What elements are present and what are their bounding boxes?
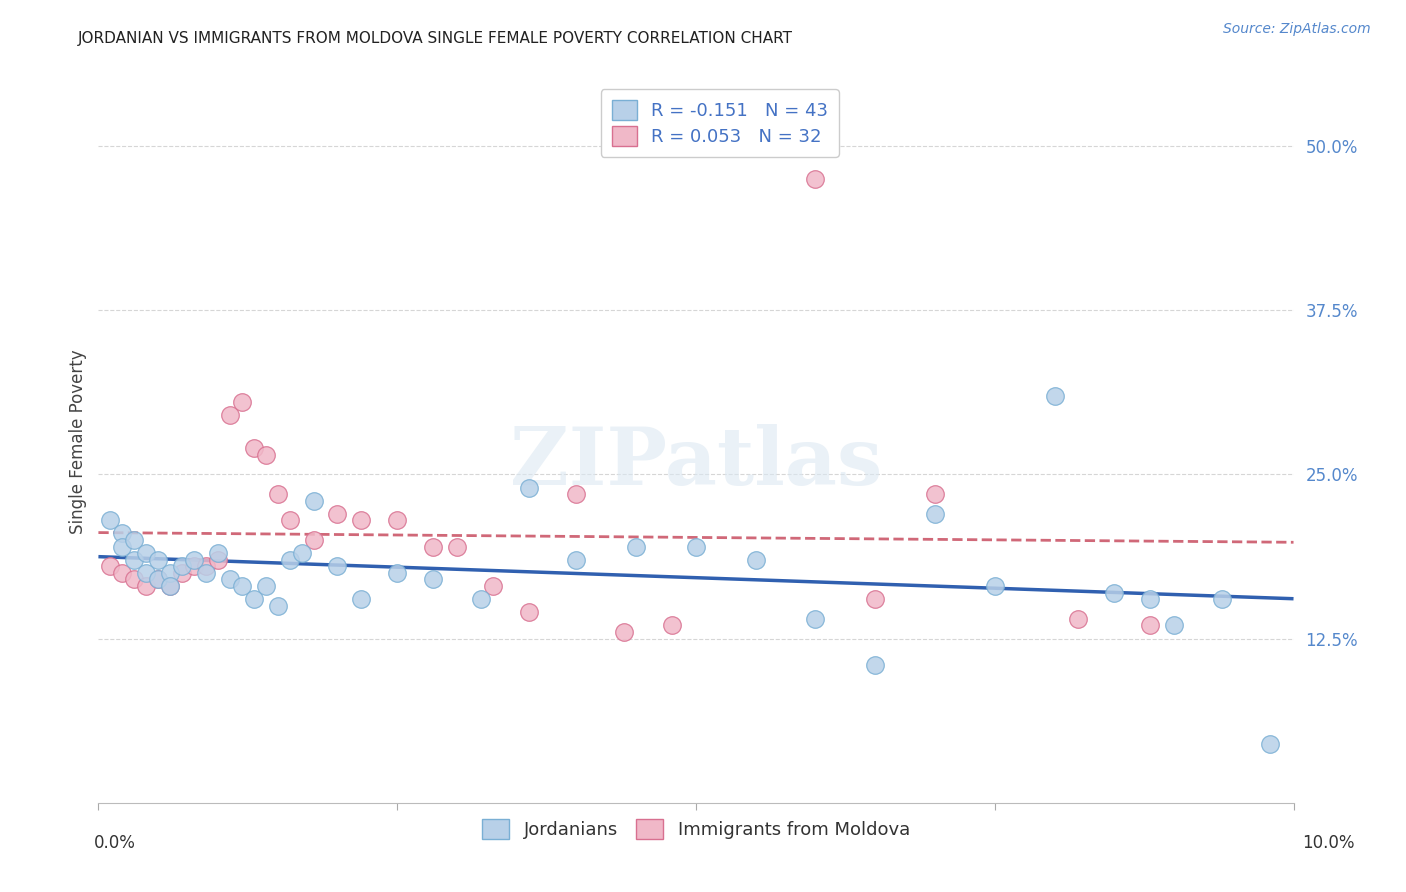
Text: Source: ZipAtlas.com: Source: ZipAtlas.com xyxy=(1223,22,1371,37)
Point xyxy=(124,553,146,567)
Point xyxy=(422,573,444,587)
Point xyxy=(111,566,134,580)
Point xyxy=(183,559,205,574)
Point xyxy=(661,618,683,632)
Point xyxy=(685,540,707,554)
Point xyxy=(1139,592,1161,607)
Point xyxy=(1104,585,1126,599)
Text: JORDANIAN VS IMMIGRANTS FROM MOLDOVA SINGLE FEMALE POVERTY CORRELATION CHART: JORDANIAN VS IMMIGRANTS FROM MOLDOVA SIN… xyxy=(77,31,793,46)
Point xyxy=(135,546,157,560)
Point xyxy=(148,573,170,587)
Point xyxy=(183,553,205,567)
Point xyxy=(291,546,314,560)
Point xyxy=(626,540,648,554)
Text: 0.0%: 0.0% xyxy=(94,834,136,852)
Point xyxy=(159,579,181,593)
Point xyxy=(745,553,768,567)
Point xyxy=(148,573,170,587)
Point xyxy=(254,448,277,462)
Point xyxy=(219,409,242,423)
Point xyxy=(267,599,290,613)
Text: 10.0%: 10.0% xyxy=(1302,834,1355,852)
Point xyxy=(98,513,122,527)
Point xyxy=(111,526,134,541)
Point xyxy=(195,559,218,574)
Point xyxy=(1043,388,1066,402)
Point xyxy=(613,625,636,640)
Point xyxy=(1139,618,1161,632)
Point xyxy=(1163,618,1185,632)
Point xyxy=(243,592,266,607)
Point xyxy=(1258,737,1281,751)
Point xyxy=(326,559,349,574)
Point xyxy=(302,533,325,547)
Text: ZIPatlas: ZIPatlas xyxy=(510,425,882,502)
Point xyxy=(159,579,181,593)
Legend: Jordanians, Immigrants from Moldova: Jordanians, Immigrants from Moldova xyxy=(474,810,918,848)
Point xyxy=(422,540,444,554)
Point xyxy=(517,481,540,495)
Point xyxy=(278,513,301,527)
Point xyxy=(172,566,194,580)
Point xyxy=(231,579,253,593)
Point xyxy=(231,395,253,409)
Point xyxy=(984,579,1007,593)
Point xyxy=(804,612,827,626)
Point xyxy=(865,657,887,672)
Point xyxy=(924,507,946,521)
Point xyxy=(254,579,277,593)
Point xyxy=(517,605,540,619)
Point xyxy=(243,441,266,455)
Point xyxy=(470,592,492,607)
Point xyxy=(350,592,373,607)
Point xyxy=(124,573,146,587)
Point xyxy=(172,559,194,574)
Point xyxy=(267,487,290,501)
Point xyxy=(159,566,181,580)
Y-axis label: Single Female Poverty: Single Female Poverty xyxy=(69,350,87,533)
Point xyxy=(804,171,827,186)
Point xyxy=(207,546,229,560)
Point xyxy=(385,513,409,527)
Point xyxy=(1067,612,1090,626)
Point xyxy=(302,493,325,508)
Point xyxy=(565,553,588,567)
Point xyxy=(98,559,122,574)
Point xyxy=(326,507,349,521)
Point xyxy=(207,553,229,567)
Point xyxy=(195,566,218,580)
Point xyxy=(135,566,157,580)
Point xyxy=(219,573,242,587)
Point xyxy=(865,592,887,607)
Point xyxy=(446,540,468,554)
Point xyxy=(385,566,409,580)
Point xyxy=(350,513,373,527)
Point xyxy=(1211,592,1233,607)
Point xyxy=(148,553,170,567)
Point xyxy=(124,533,146,547)
Point xyxy=(111,540,134,554)
Point xyxy=(135,579,157,593)
Point xyxy=(565,487,588,501)
Point xyxy=(482,579,505,593)
Point xyxy=(278,553,301,567)
Point xyxy=(924,487,946,501)
